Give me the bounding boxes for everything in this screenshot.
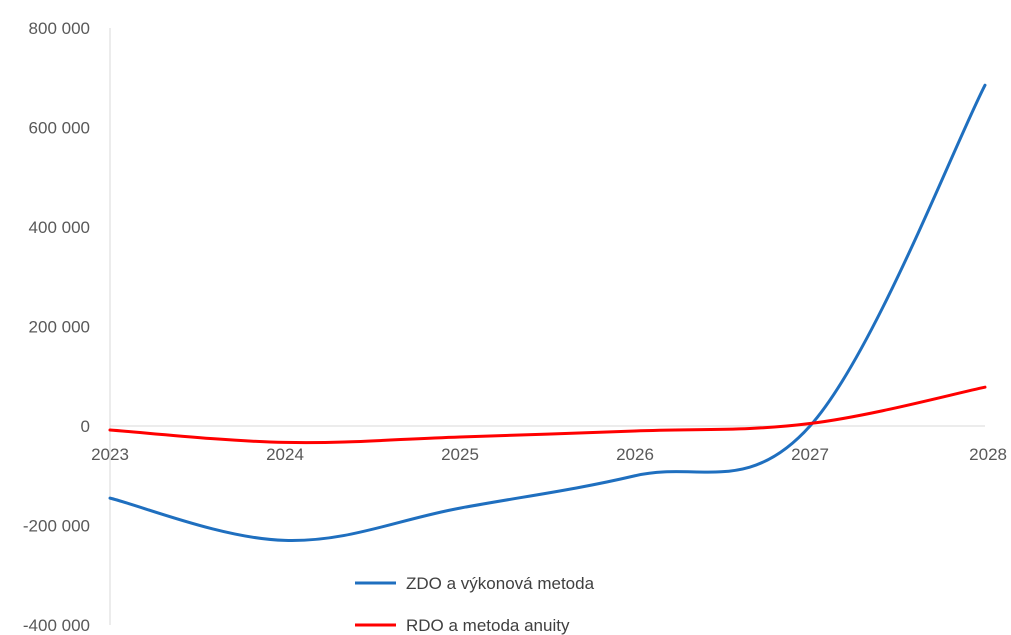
x-tick-label: 2027 bbox=[791, 445, 829, 464]
x-axis-labels: 2023 2024 2025 2026 2027 2028 bbox=[91, 445, 1007, 464]
y-tick-label: 600 000 bbox=[29, 119, 90, 138]
legend: ZDO a výkonová metoda RDO a metoda anuity bbox=[355, 574, 595, 635]
y-tick-label: 0 bbox=[81, 417, 90, 436]
series-lines bbox=[108, 83, 987, 542]
legend-label-1: ZDO a výkonová metoda bbox=[406, 574, 595, 593]
x-tick-label: 2026 bbox=[616, 445, 654, 464]
y-tick-label: -200 000 bbox=[23, 517, 90, 536]
x-tick-label: 2024 bbox=[266, 445, 304, 464]
y-tick-label: 400 000 bbox=[29, 218, 90, 237]
y-axis-labels: 800 000 600 000 400 000 200 000 0 -200 000 -40… bbox=[23, 19, 90, 635]
legend-label-2: RDO a metoda anuity bbox=[406, 616, 570, 635]
y-tick-label: 800 000 bbox=[29, 19, 90, 38]
x-tick-label: 2028 bbox=[969, 445, 1007, 464]
x-tick-label: 2023 bbox=[91, 445, 129, 464]
x-tick-label: 2025 bbox=[441, 445, 479, 464]
y-tick-label: -400 000 bbox=[23, 616, 90, 635]
series-line-2 bbox=[108, 385, 987, 445]
y-tick-label: 200 000 bbox=[29, 318, 90, 337]
series-line-1 bbox=[108, 83, 987, 542]
